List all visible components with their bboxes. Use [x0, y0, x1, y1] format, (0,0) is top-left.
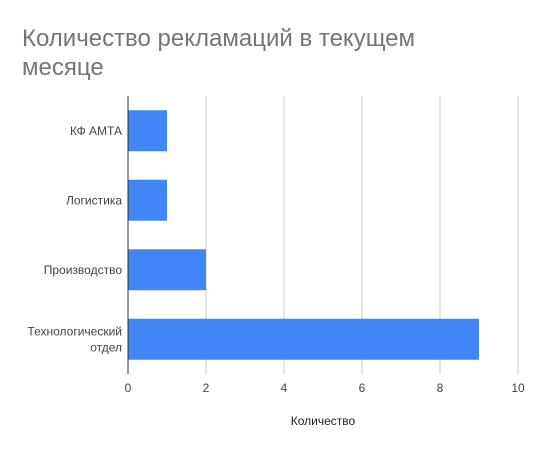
bars: [128, 110, 479, 360]
bar: [128, 318, 479, 360]
bar: [128, 179, 167, 221]
bar: [128, 110, 167, 152]
x-tick-labels: 0 2 4 6 8 10: [125, 381, 525, 395]
category-labels: КФ АМТА Логистика Производство Технологичес…: [27, 124, 122, 355]
category-label: отдел: [90, 340, 122, 354]
category-label: КФ АМТА: [70, 124, 122, 138]
category-label: Производство: [44, 263, 123, 277]
category-label: Логистика: [66, 193, 122, 207]
category-label: Технологический: [27, 324, 122, 338]
chart-title: Количество рекламаций в текущем месяце: [22, 25, 416, 81]
x-axis-title: Количество: [291, 414, 356, 428]
bar: [128, 249, 206, 291]
x-tick-label: 10: [511, 381, 525, 395]
x-tick-label: 2: [203, 381, 210, 395]
x-tick-label: 6: [359, 381, 366, 395]
x-tick-label: 8: [437, 381, 444, 395]
x-tick-label: 4: [281, 381, 288, 395]
x-tick-label: 0: [125, 381, 132, 395]
